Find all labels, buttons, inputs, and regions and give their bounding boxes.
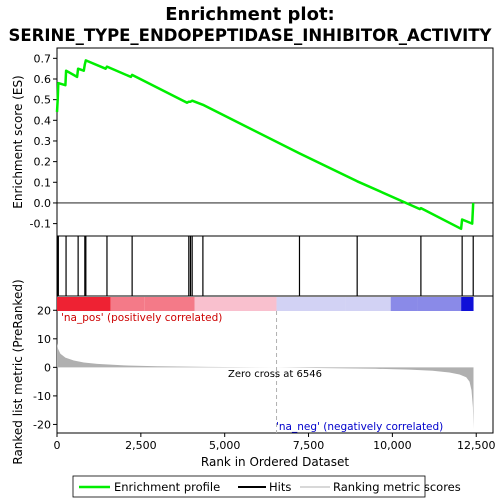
metric-y-tick-label: -10 bbox=[33, 390, 51, 403]
legend-label-ranking-metric: Ranking metric scores bbox=[333, 480, 461, 494]
x-tick-label: 5,000 bbox=[209, 439, 241, 452]
metric-y-tick-label: 20 bbox=[37, 304, 51, 317]
positive-correlation-label: 'na_pos' (positively correlated) bbox=[61, 312, 222, 324]
chart-title-line1: Enrichment plot: bbox=[165, 4, 335, 25]
es-y-tick-label: -0.1 bbox=[30, 218, 51, 231]
zero-cross-label: Zero cross at 6546 bbox=[228, 369, 322, 380]
negative-correlation-label: 'na_neg' (negatively correlated) bbox=[276, 421, 443, 433]
es-y-axis-label: Enrichment score (ES) bbox=[11, 75, 25, 208]
metric-y-tick-label: -20 bbox=[33, 418, 51, 431]
metric-panel: -20 -10 0 10 20 'na_pos' (positively correla… bbox=[11, 279, 474, 465]
color-band-segment bbox=[345, 297, 391, 311]
es-y-tick-label: 0.1 bbox=[34, 176, 52, 189]
x-tick-label: 7,500 bbox=[293, 439, 325, 452]
x-tick-label: 12,500 bbox=[457, 439, 496, 452]
x-axis-ticks: 0 2,500 5,000 7,500 10,000 12,500 bbox=[54, 433, 496, 452]
es-y-tick-label: 0.0 bbox=[34, 197, 52, 210]
metric-panel-frame bbox=[56, 295, 494, 434]
chart-title-line2: SERINE_TYPE_ENDOPEPTIDASE_INHIBITOR_ACTI… bbox=[9, 26, 493, 45]
enrichment-profile-line bbox=[55, 59, 475, 231]
legend-label-hits: Hits bbox=[269, 480, 291, 494]
color-band-segment bbox=[110, 297, 145, 311]
hits-panel-frame bbox=[56, 235, 494, 297]
x-tick-label: 0 bbox=[54, 439, 61, 452]
metric-y-tick-label: 0 bbox=[44, 361, 51, 374]
color-band-segment bbox=[194, 297, 277, 311]
x-tick-label: 2,500 bbox=[125, 439, 157, 452]
es-y-tick-label: 0.3 bbox=[34, 135, 52, 148]
x-axis-label: Rank in Ordered Dataset bbox=[201, 455, 349, 469]
es-y-tick-label: 0.6 bbox=[34, 73, 52, 86]
hit-lines bbox=[57, 236, 474, 296]
es-panel: -0.1 0.0 0.1 0.2 0.3 0.4 0.5 0.6 0.7 Enrichment … bbox=[11, 52, 493, 231]
color-band-segment bbox=[417, 297, 462, 311]
metric-y-axis-ticks: -20 -10 0 10 20 bbox=[33, 304, 57, 431]
ranking-color-band bbox=[57, 297, 474, 311]
color-band-segment bbox=[144, 297, 195, 311]
metric-y-axis-label: Ranked list metric (PreRanked) bbox=[11, 279, 25, 464]
es-y-tick-label: 0.2 bbox=[34, 156, 52, 169]
es-y-tick-label: 0.4 bbox=[34, 114, 52, 127]
metric-y-tick-label: 10 bbox=[37, 333, 51, 346]
es-y-tick-label: 0.5 bbox=[34, 94, 52, 107]
color-band-segment bbox=[461, 297, 474, 311]
color-band-segment bbox=[390, 297, 418, 311]
color-band-segment bbox=[276, 297, 346, 311]
es-y-tick-label: 0.7 bbox=[34, 52, 52, 65]
chart-legend: Enrichment profile Hits Ranking metric s… bbox=[72, 475, 461, 498]
hits-panel bbox=[57, 236, 474, 311]
x-tick-label: 10,000 bbox=[373, 439, 412, 452]
es-y-axis-ticks: -0.1 0.0 0.1 0.2 0.3 0.4 0.5 0.6 0.7 bbox=[30, 52, 57, 231]
legend-label-enrichment-profile: Enrichment profile bbox=[114, 480, 220, 494]
color-band-segment bbox=[57, 297, 111, 311]
